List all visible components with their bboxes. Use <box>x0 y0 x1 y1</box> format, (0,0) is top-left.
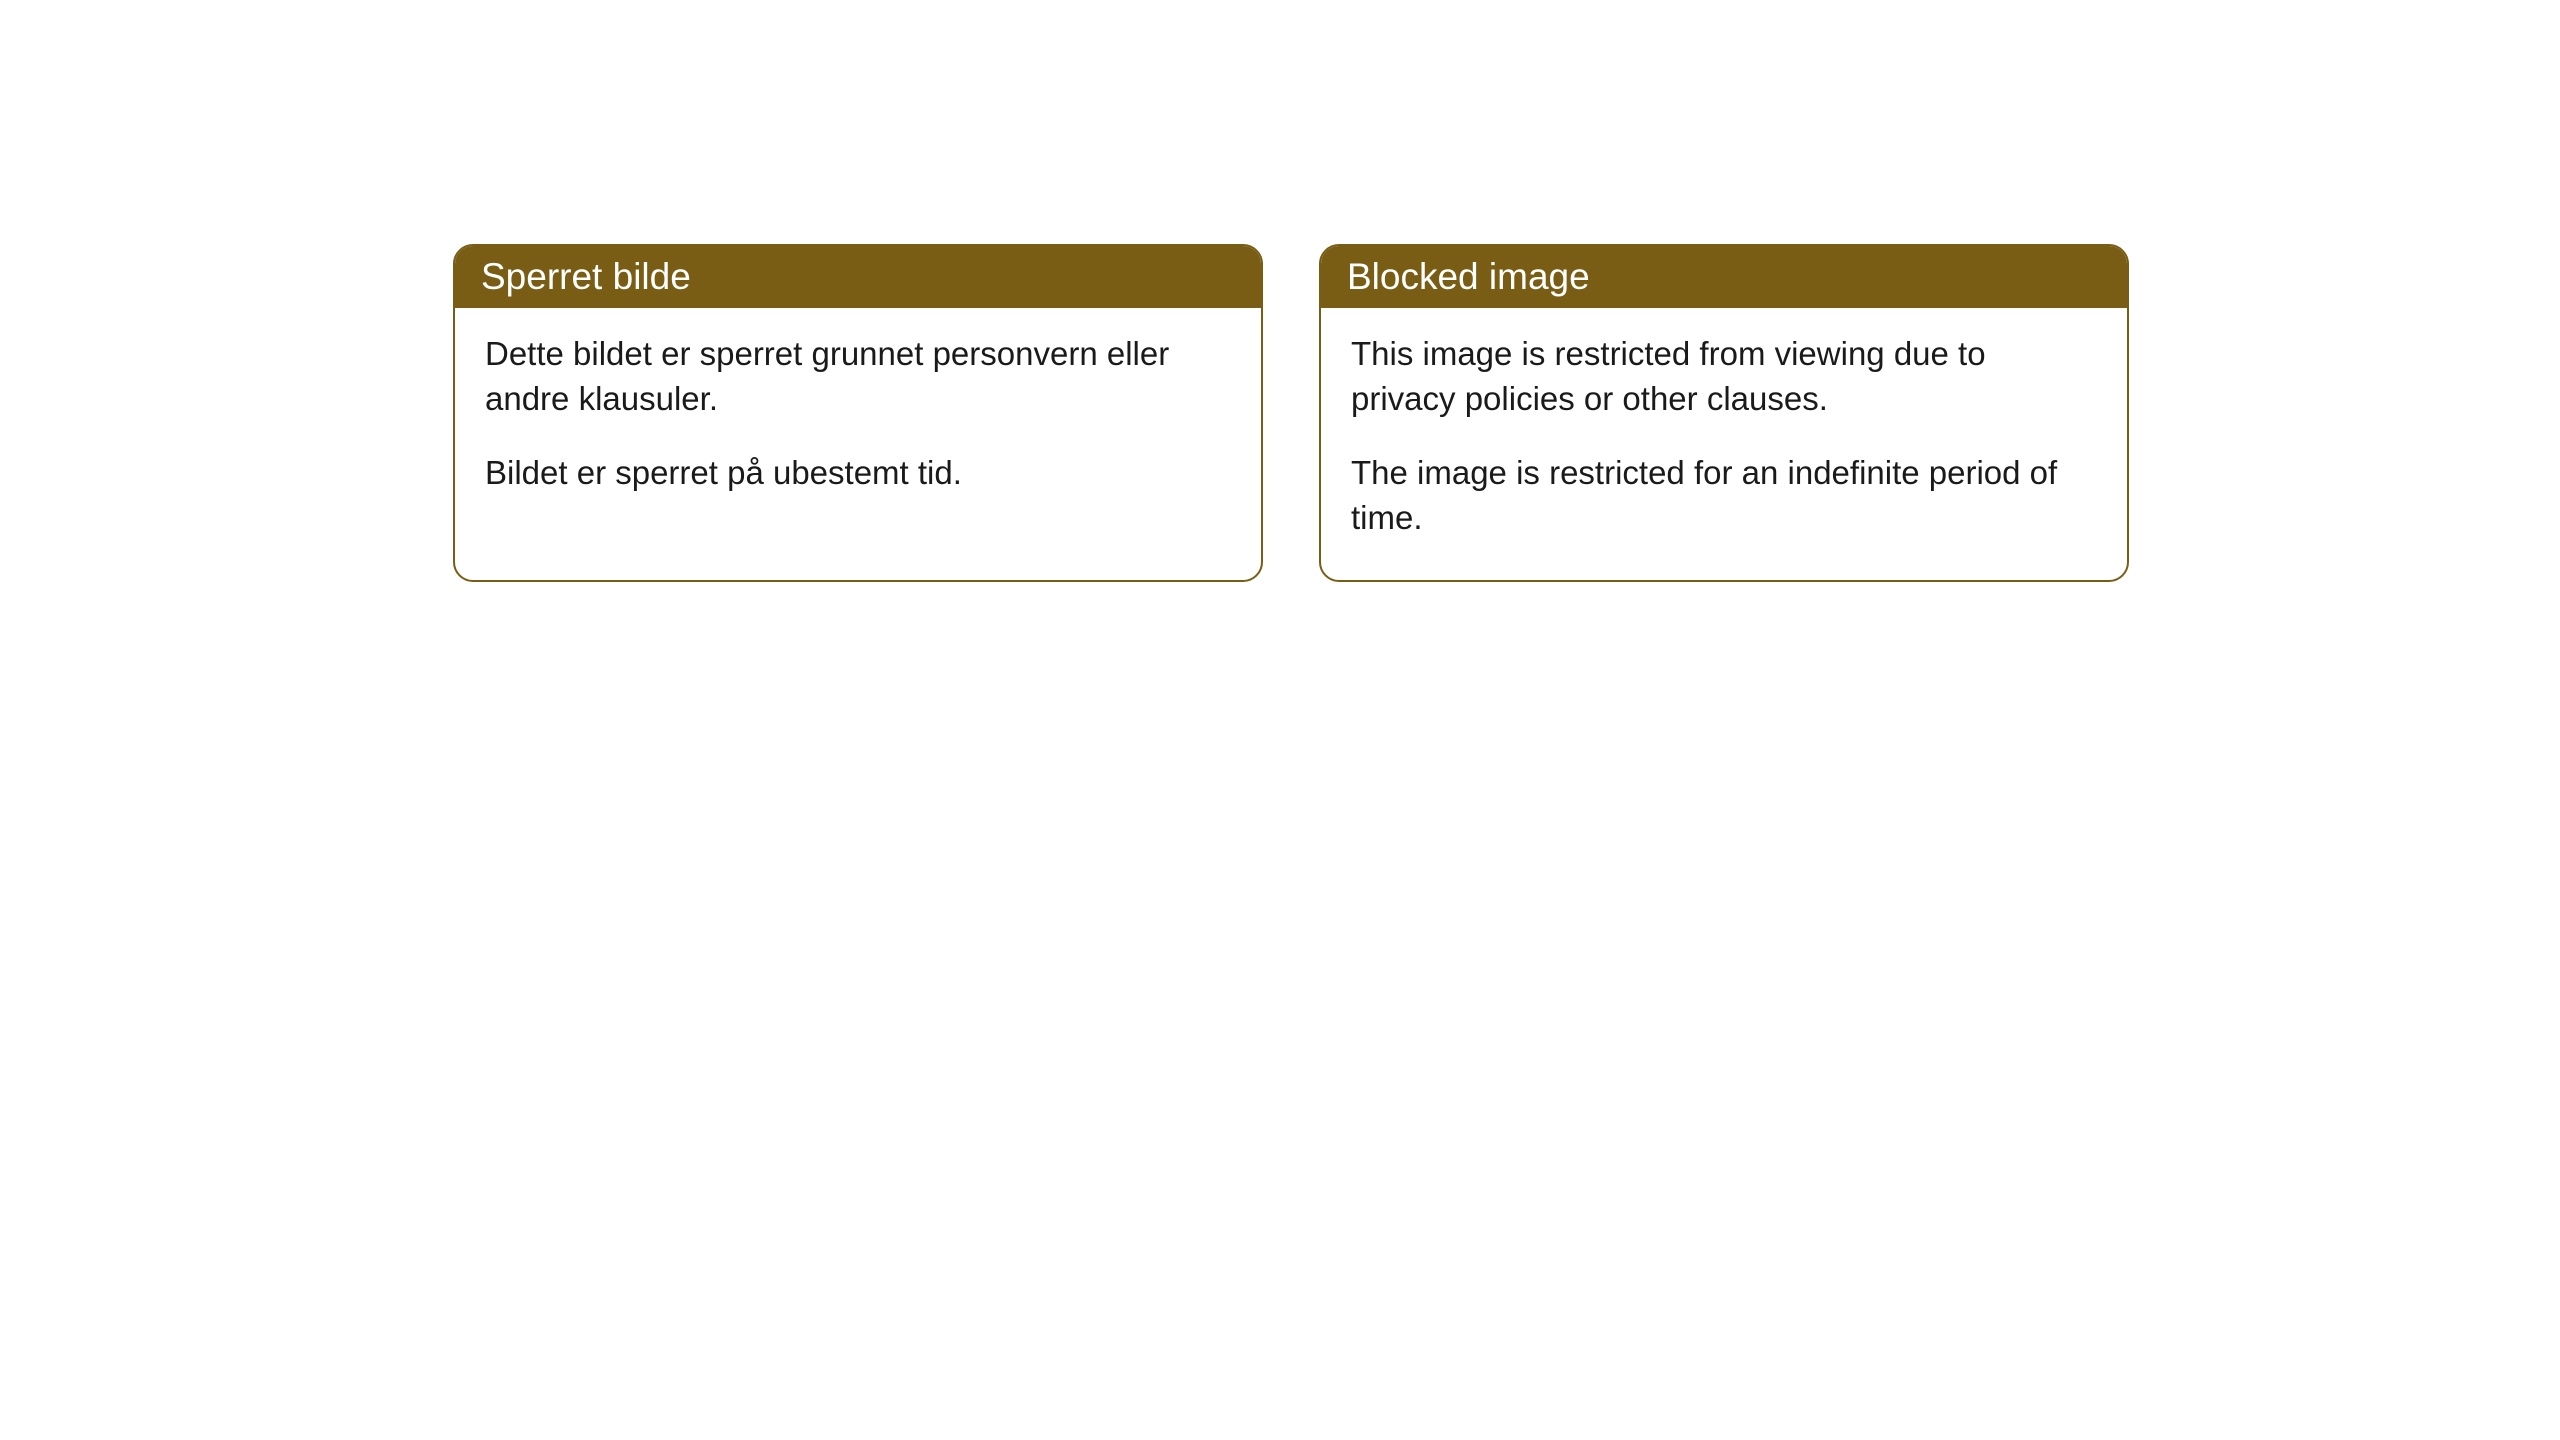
notice-card-english: Blocked image This image is restricted f… <box>1319 244 2129 582</box>
card-paragraph: Bildet er sperret på ubestemt tid. <box>485 451 1231 496</box>
notice-cards-container: Sperret bilde Dette bildet er sperret gr… <box>453 244 2129 582</box>
card-title: Sperret bilde <box>481 256 691 297</box>
card-paragraph: This image is restricted from viewing du… <box>1351 332 2097 421</box>
card-paragraph: Dette bildet er sperret grunnet personve… <box>485 332 1231 421</box>
card-paragraph: The image is restricted for an indefinit… <box>1351 451 2097 540</box>
card-title: Blocked image <box>1347 256 1590 297</box>
card-body-english: This image is restricted from viewing du… <box>1321 308 2127 580</box>
card-body-norwegian: Dette bildet er sperret grunnet personve… <box>455 308 1261 536</box>
card-header-english: Blocked image <box>1321 246 2127 308</box>
notice-card-norwegian: Sperret bilde Dette bildet er sperret gr… <box>453 244 1263 582</box>
card-header-norwegian: Sperret bilde <box>455 246 1261 308</box>
